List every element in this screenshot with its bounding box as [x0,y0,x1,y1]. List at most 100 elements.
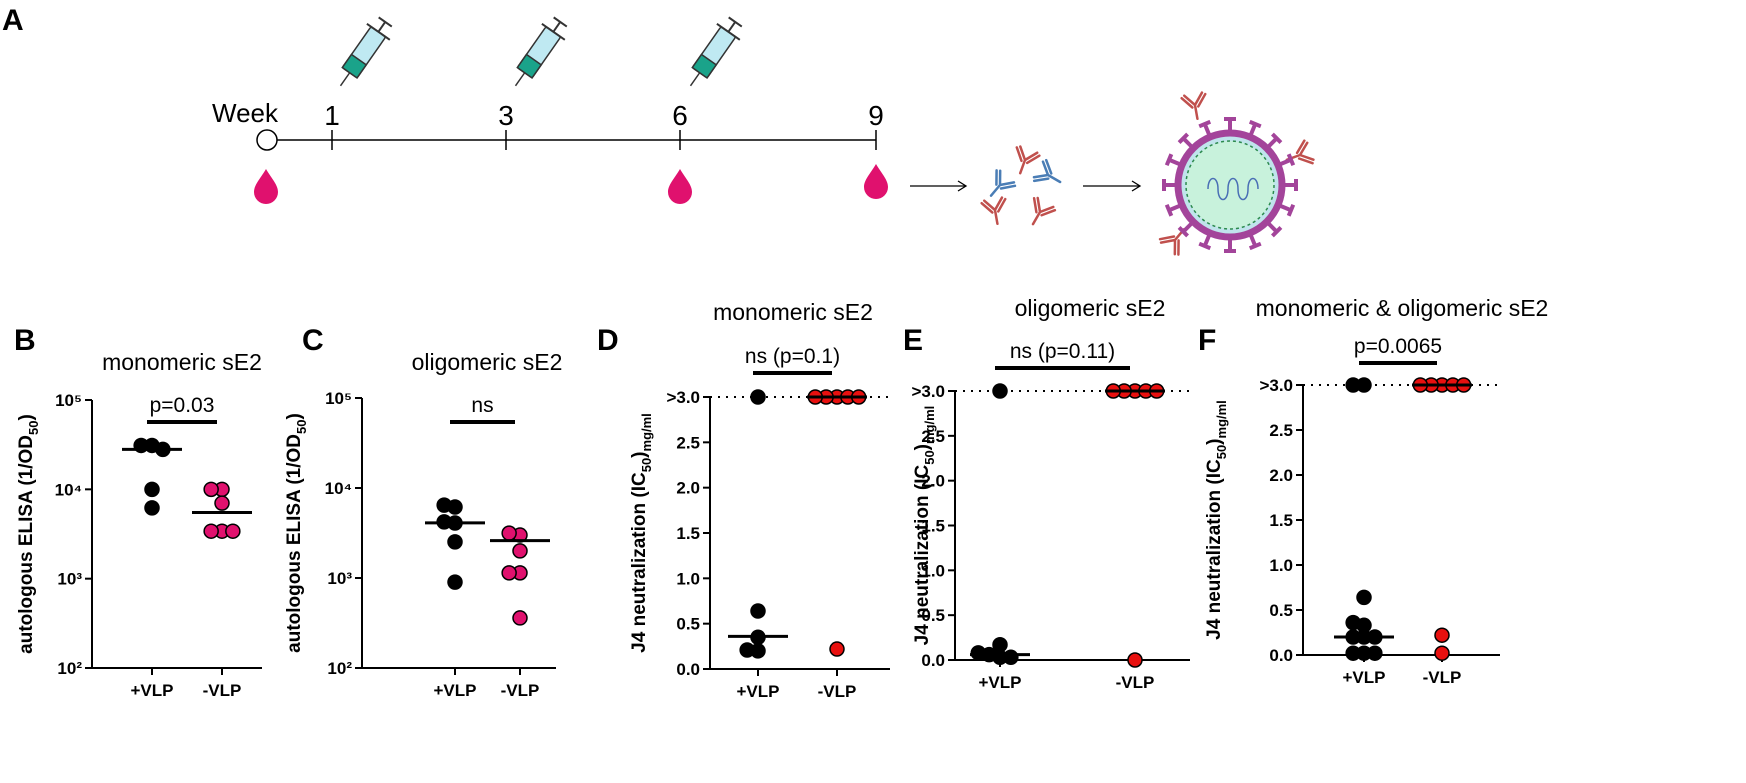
data-point [1003,649,1019,666]
y-tick-label: 1.5 [1269,511,1293,530]
y-tick-label: 1.0 [676,569,700,588]
data-point [970,645,987,661]
y-tick-label: 2.5 [921,427,945,446]
spike-head [1248,241,1262,251]
y-tick-label: 0.0 [921,651,945,670]
subscript: 50 [26,421,41,435]
y-tick-label: 2.0 [921,472,945,491]
data-point [214,495,230,511]
x-tick-label: +VLP [1343,668,1386,687]
x-tick-label: +VLP [131,681,174,700]
y-axis-label: J4 neutralization (IC50)mg/ml [1204,400,1229,640]
data-point [436,497,452,513]
subscript: 50 [922,450,937,464]
y-tick-label: 10² [327,659,352,678]
panel-letter: D [597,324,619,357]
label-part: ) [284,413,305,419]
spike-head [1177,132,1189,144]
y-tick-label: 10⁴ [325,479,352,498]
data-point [1434,645,1450,661]
panel-letter: B [14,324,36,357]
x-tick-label: -VLP [203,681,242,700]
chart-title: monomeric & oligomeric sE2 [1256,295,1549,321]
week-label: Week [212,98,279,128]
y-tick-label: 10³ [327,569,352,588]
week: 1 [324,100,340,131]
spike-head [1248,119,1262,129]
blood-drop [668,169,692,204]
syringe [503,12,573,95]
spike-head [1177,226,1189,238]
subscript: mg/ml [639,413,654,451]
data-point [447,534,463,550]
y-tick-label: 2.5 [1269,421,1293,440]
label-part: J4 neutralization (IC [1204,459,1225,640]
y-tick-label: 10⁵ [55,391,82,410]
significance-label: ns (p=0.1) [745,345,840,368]
chart-title: oligomeric sE2 [412,349,563,375]
y-tick-label: 10⁴ [55,480,82,499]
spike-head [1286,203,1296,217]
data-point [1367,645,1383,661]
x-tick-label: -VLP [1116,673,1155,692]
significance-label: ns [471,394,493,417]
y-tick-label: 0.5 [921,606,945,625]
data-point [829,641,845,657]
y-tick-label: 0.0 [1269,646,1293,665]
data-point [144,500,160,516]
x-tick-label: -VLP [501,681,540,700]
data-point [512,610,528,626]
subscript: 50 [294,420,309,434]
chart-title: oligomeric sE2 [1015,295,1166,321]
blood-drop [254,169,278,204]
data-point [225,523,241,539]
chart-title: monomeric sE2 [102,349,262,375]
spike-head [1271,226,1283,238]
x-tick-label: +VLP [737,682,780,701]
data-point [144,481,160,498]
y-tick-label: 1.0 [921,561,945,580]
label-part: ) [1204,438,1225,444]
y-tick-label: 1.5 [676,524,700,543]
data-point [992,383,1008,399]
virus [1162,117,1298,253]
data-point [501,525,517,541]
y-tick-label: >3.0 [911,382,945,401]
significance-label: p=0.0065 [1354,335,1442,358]
label-part: ) [16,414,37,420]
y-tick-label: 1.0 [1269,556,1293,575]
y-axis-label: autologous ELISA (1/OD50) [284,413,309,653]
label-part: ) [629,451,650,457]
syringe [328,12,398,95]
y-tick-label: 0.5 [1269,601,1293,620]
label-part: autologous ELISA (1/OD [284,434,305,653]
label-part: ) [912,444,933,450]
spike-head [1198,119,1212,129]
x-tick-label: +VLP [979,673,1022,692]
label-part: autologous ELISA (1/OD [16,435,37,654]
panel-letter: E [903,324,923,357]
y-tick-label: 10² [57,659,82,678]
subscript: mg/ml [922,406,937,444]
y-tick-label: >3.0 [666,388,700,407]
y-axis-label: J4 neutralization (IC50)mg/ml [629,413,654,653]
data-point [750,603,766,619]
blood-drop [864,164,888,199]
subscript: mg/ml [1214,400,1229,438]
data-point [1127,652,1143,668]
week: 6 [672,100,688,131]
subscript: 50 [639,458,654,472]
x-tick-label: -VLP [1423,668,1462,687]
data-point [1434,627,1450,643]
data-point [750,389,766,405]
label-part: J4 neutralization (IC [629,472,650,653]
data-point [203,481,219,498]
week: 3 [498,100,514,131]
spike-head [1164,203,1174,217]
panel-letter: C [302,324,324,357]
data-point [203,523,219,539]
data-point [1356,589,1372,606]
y-tick-label: 2.5 [676,433,700,452]
y-tick-label: 1.5 [921,517,945,536]
syringe [678,12,748,95]
